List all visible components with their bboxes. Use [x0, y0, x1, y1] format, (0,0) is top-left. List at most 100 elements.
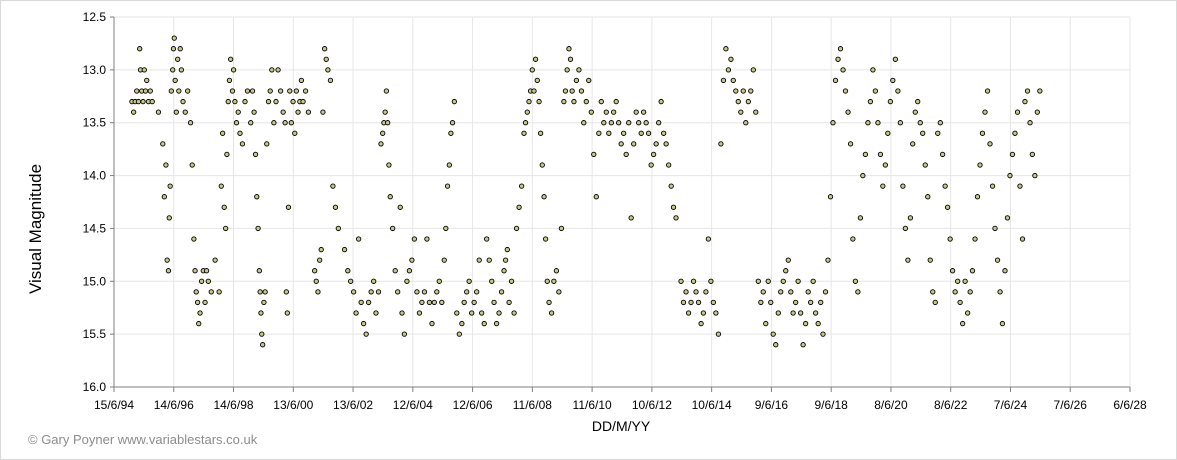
data-point [399, 310, 405, 316]
data-point [939, 151, 946, 158]
data-point [292, 130, 298, 136]
data-point [865, 120, 871, 126]
y-tick-label: 14.5 [83, 221, 107, 235]
data-point [885, 130, 891, 136]
data-point [615, 120, 622, 126]
data-point [375, 289, 382, 295]
data-point [275, 67, 281, 73]
data-point [860, 172, 866, 179]
data-point [683, 289, 689, 295]
data-point [725, 67, 732, 73]
data-point [648, 162, 654, 168]
data-point [1022, 98, 1028, 105]
data-point [262, 289, 268, 295]
data-point [288, 120, 294, 126]
data-point [177, 46, 183, 52]
data-point [815, 320, 821, 327]
x-tick-label: 11/6/10 [573, 398, 612, 412]
data-point [256, 268, 262, 274]
data-point [529, 67, 535, 73]
data-point [421, 289, 428, 295]
data-point [144, 77, 150, 84]
data-point [230, 67, 237, 73]
data-point [650, 151, 657, 158]
data-point [353, 310, 359, 316]
data-point [371, 278, 377, 284]
data-point [182, 109, 188, 115]
data-point [249, 88, 256, 94]
data-point [142, 88, 149, 94]
data-point [917, 120, 923, 126]
data-point [997, 289, 1003, 295]
data-point [471, 299, 477, 306]
data-point [147, 88, 153, 94]
data-point [755, 278, 761, 284]
data-point [233, 120, 240, 126]
data-point [424, 236, 430, 242]
data-point [638, 130, 644, 136]
data-point [382, 109, 388, 115]
data-point [668, 183, 674, 189]
data-point [484, 236, 490, 242]
data-point [451, 98, 457, 105]
data-point [935, 130, 941, 136]
data-point [170, 46, 177, 52]
data-point [576, 67, 582, 73]
data-point [285, 204, 292, 210]
data-point [251, 109, 257, 115]
data-point [685, 310, 692, 316]
data-point [640, 109, 647, 115]
data-point [578, 88, 585, 94]
data-point [332, 204, 339, 210]
data-point [748, 88, 754, 94]
data-point [293, 88, 299, 94]
data-point [518, 183, 525, 189]
data-point [232, 98, 238, 105]
data-point [404, 278, 410, 284]
data-point [395, 289, 401, 295]
data-point [175, 56, 181, 62]
data-point [810, 278, 816, 284]
x-tick-label: 8/6/22 [934, 398, 968, 412]
data-point [224, 151, 230, 158]
data-point [397, 204, 403, 210]
data-point [1009, 151, 1016, 158]
data-point [952, 289, 958, 295]
x-tick-label: 10/6/12 [632, 398, 672, 412]
data-point [436, 278, 442, 284]
data-point [449, 120, 456, 126]
data-point [271, 120, 277, 126]
data-point [325, 67, 331, 73]
data-point [812, 310, 819, 316]
data-point [987, 141, 993, 147]
data-point [900, 183, 906, 189]
data-point [277, 88, 284, 94]
data-point [496, 310, 502, 316]
data-point [845, 109, 851, 115]
data-point [536, 98, 542, 105]
data-point [192, 268, 198, 274]
data-point [944, 204, 951, 210]
data-point [862, 151, 869, 158]
data-point [608, 120, 615, 126]
x-tick-label: 8/6/20 [874, 398, 908, 412]
data-point [416, 310, 423, 316]
data-point [827, 194, 834, 200]
data-point [386, 162, 392, 168]
data-point [708, 278, 714, 284]
data-point [283, 289, 289, 295]
data-point [355, 236, 362, 242]
data-point [264, 141, 270, 147]
x-tick-labels: 15/6/94 14/6/96 14/6/98 13/6/00 13/6/02 12/6/… [94, 398, 1147, 412]
data-point [524, 109, 530, 115]
data-point [558, 225, 565, 232]
data-point [912, 109, 918, 115]
data-point [688, 299, 694, 306]
data-point [409, 257, 415, 263]
data-point [1024, 88, 1031, 94]
data-point [170, 67, 176, 73]
data-point [313, 278, 319, 284]
data-point [522, 120, 529, 126]
data-point [481, 320, 487, 327]
data-point [498, 289, 505, 295]
